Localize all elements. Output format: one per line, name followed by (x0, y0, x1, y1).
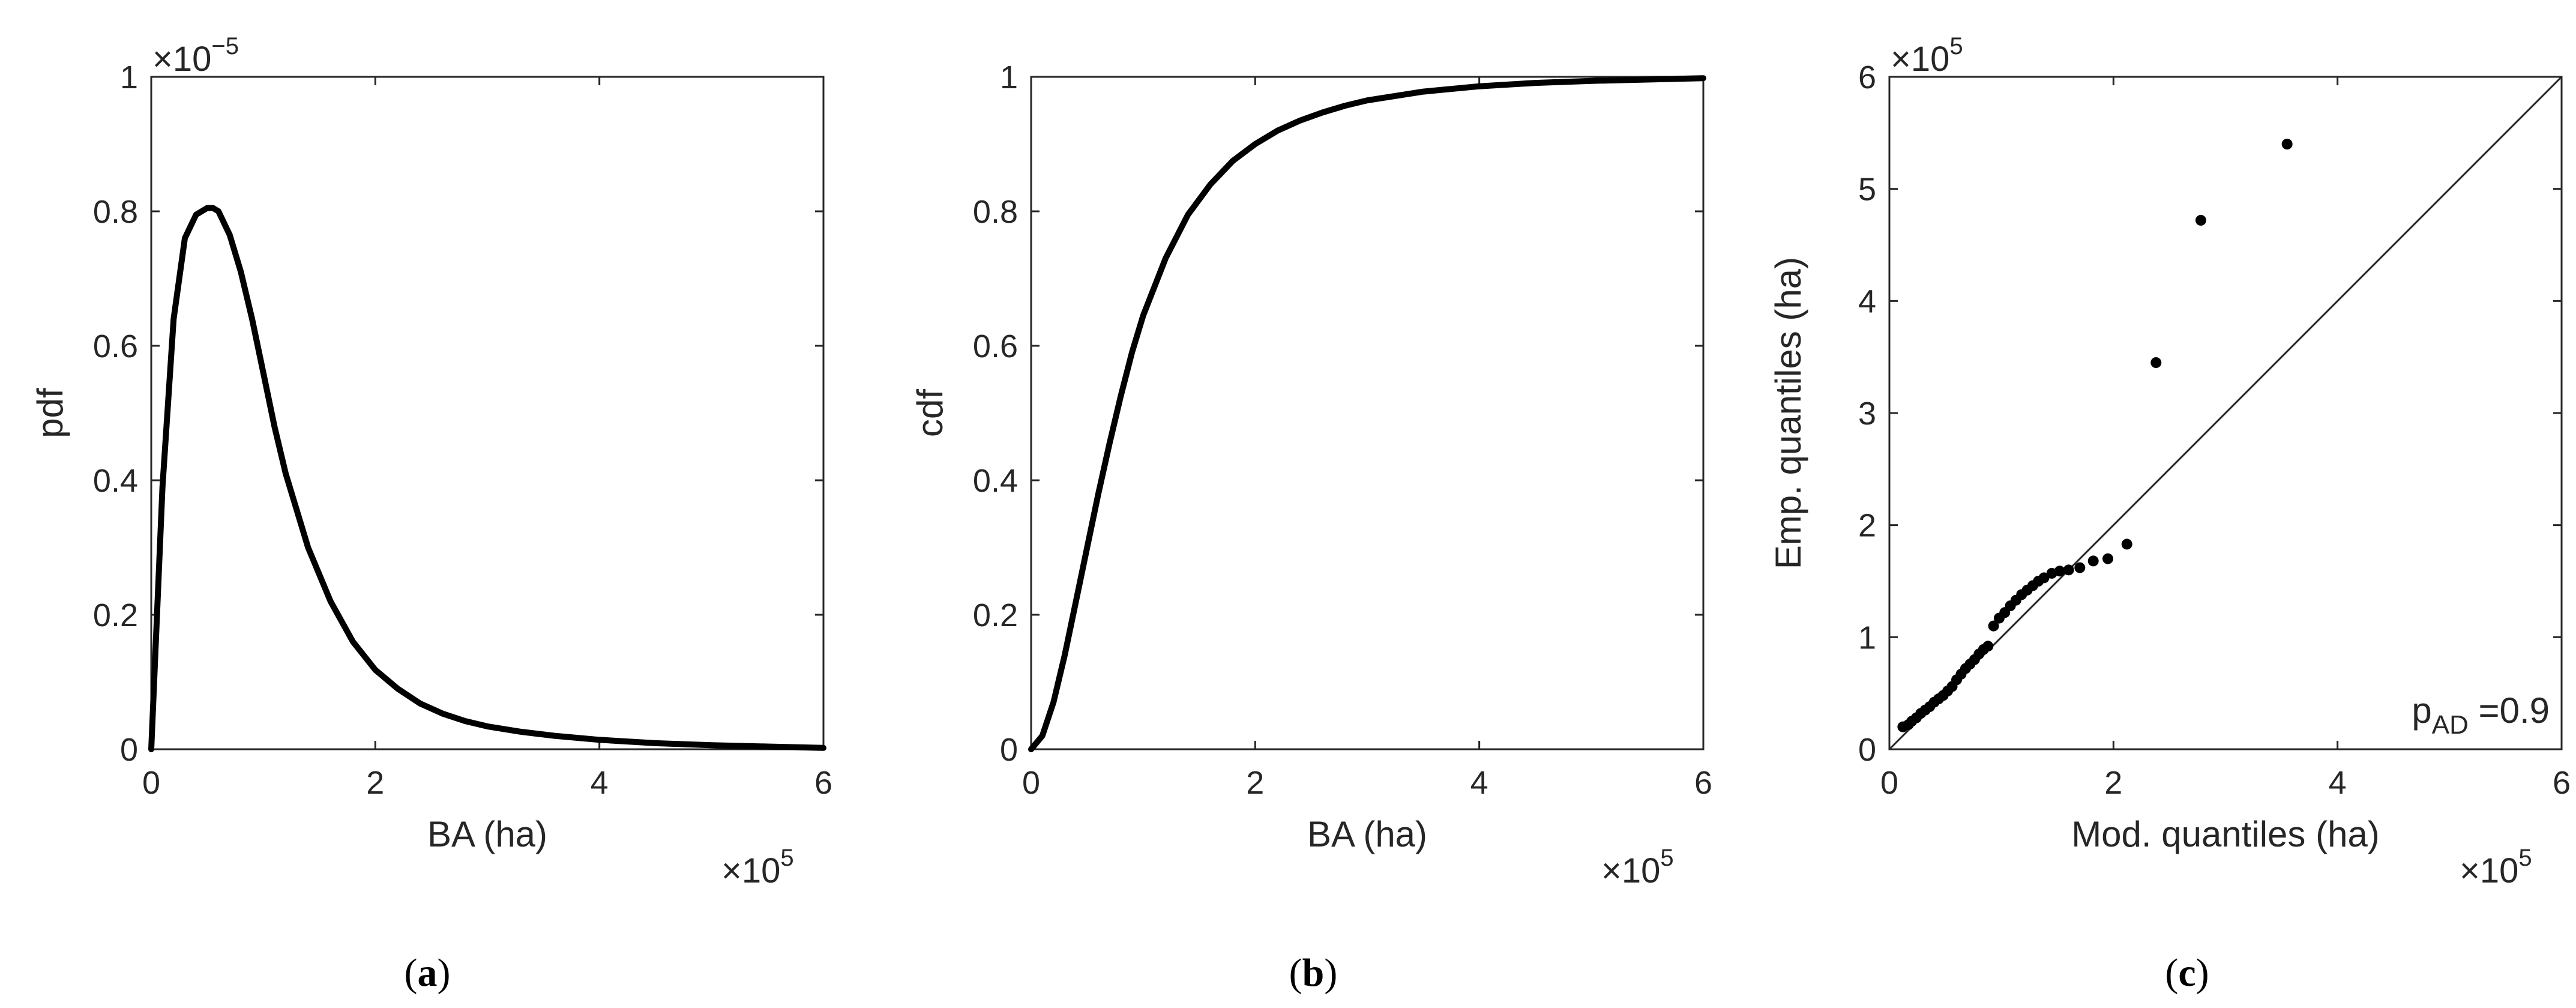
y-tick-label: 3 (1858, 396, 1876, 432)
caption-letter: c (2178, 951, 2195, 995)
series-line (1028, 75, 1706, 752)
y-tick-label: 1 (1858, 620, 1876, 656)
y-tick-label: 0.8 (973, 194, 1018, 230)
x-tick-label: 6 (1694, 765, 1712, 801)
annotation-subscript: AD (2432, 710, 2469, 740)
y-tick-label: 0 (120, 732, 138, 768)
caption-close-paren: ) (2196, 951, 2209, 995)
x-tick-label: 6 (2553, 765, 2571, 801)
reference-line (1888, 76, 2563, 750)
y-axis-label: cdf (910, 389, 950, 437)
annotation-pad: pAD =0.9 (2412, 690, 2550, 740)
x-exponent-label: ×105 (721, 845, 794, 890)
x-exponent-power: 5 (2518, 845, 2532, 871)
caption-open-paren: ( (1289, 951, 1302, 995)
scatter-point (2281, 139, 2293, 149)
y-tick-label: 6 (1858, 59, 1876, 95)
caption-letter: a (418, 951, 438, 995)
y-exponent-power: 5 (1949, 33, 1963, 59)
y-tick-label: 0.6 (973, 328, 1018, 364)
axes-box (150, 76, 825, 750)
y-exponent-label: ×105 (1891, 33, 1963, 79)
scatter-point (2038, 572, 2050, 584)
scatter-point (2087, 555, 2099, 567)
panel-caption: (b) (1289, 951, 1338, 995)
x-tick-label: 2 (2104, 765, 2122, 801)
y-exponent-base: ×10 (1891, 40, 1949, 79)
y-tick-label: 0 (1858, 732, 1876, 768)
scatter-point (2074, 562, 2086, 573)
y-tick-label: 2 (1858, 508, 1876, 544)
scatter-point (2102, 553, 2113, 564)
x-exponent-base: ×10 (1601, 851, 1660, 890)
x-tick-label: 2 (1246, 765, 1264, 801)
x-tick-label: 4 (591, 765, 609, 801)
caption-close-paren: ) (1324, 951, 1337, 995)
y-tick-label: 0.2 (93, 597, 138, 633)
caption-open-paren: ( (405, 951, 418, 995)
panel-caption: (a) (405, 951, 451, 995)
scatter-point (2054, 566, 2065, 577)
x-axis-label: Mod. quantiles (ha) (2071, 814, 2380, 854)
scatter-point (1988, 620, 1999, 632)
x-exponent-base: ×10 (721, 851, 780, 890)
annotation-value: =0.9 (2469, 690, 2550, 731)
x-axis-label: BA (ha) (1307, 814, 1427, 854)
y-exponent-label: ×10−5 (152, 33, 239, 79)
x-tick-label: 2 (366, 765, 384, 801)
x-tick-label: 4 (1470, 765, 1488, 801)
y-tick-label: 0 (1000, 732, 1018, 768)
x-exponent-label: ×105 (1601, 845, 1674, 890)
series-line (148, 205, 826, 752)
x-tick-label: 0 (1880, 765, 1898, 801)
x-axis-label: BA (ha) (427, 814, 547, 854)
caption-letter: b (1302, 951, 1325, 995)
scatter-point (1982, 641, 1994, 652)
x-tick-label: 0 (1022, 765, 1040, 801)
y-exponent-power: −5 (211, 33, 239, 59)
caption-open-paren: ( (2165, 951, 2178, 995)
y-axis-label: Emp. quantiles (ha) (1768, 257, 1808, 569)
y-tick-label: 1 (120, 59, 138, 95)
y-exponent-base: ×10 (152, 40, 211, 79)
y-tick-label: 5 (1858, 172, 1876, 208)
y-axis-label: pdf (30, 388, 70, 438)
x-exponent-power: 5 (1660, 845, 1673, 871)
y-tick-label: 4 (1858, 283, 1876, 319)
caption-close-paren: ) (438, 951, 451, 995)
x-tick-label: 0 (142, 765, 160, 801)
x-tick-label: 4 (2329, 765, 2347, 801)
scatter-point (2150, 357, 2162, 368)
y-tick-label: 1 (1000, 59, 1018, 95)
panel-b: 0 2 4 6 0 0.2 0.4 0.6 0.8 1 BA (ha) cdf ×105 (b) (910, 59, 1712, 995)
scatter-point (2195, 214, 2206, 226)
annotation-main: p (2412, 690, 2431, 731)
y-tick-label: 0.4 (93, 463, 138, 499)
x-exponent-base: ×10 (2460, 851, 2518, 890)
scatter-point (2121, 539, 2132, 550)
scatter-point (2063, 564, 2074, 576)
x-exponent-label: ×105 (2460, 845, 2532, 890)
y-tick-label: 0.4 (973, 463, 1018, 499)
x-tick-label: 6 (814, 765, 832, 801)
y-tick-label: 0.8 (93, 194, 138, 230)
panel-caption: (c) (2165, 951, 2209, 995)
axes-box (1030, 76, 1705, 750)
x-exponent-power: 5 (780, 845, 793, 871)
y-tick-label: 0.6 (93, 328, 138, 364)
y-tick-label: 0.2 (973, 597, 1018, 633)
panel-c: 0 2 4 6 0 1 2 3 4 5 6 Mod. quantiles (ha) Emp. quant… (1768, 33, 2571, 995)
